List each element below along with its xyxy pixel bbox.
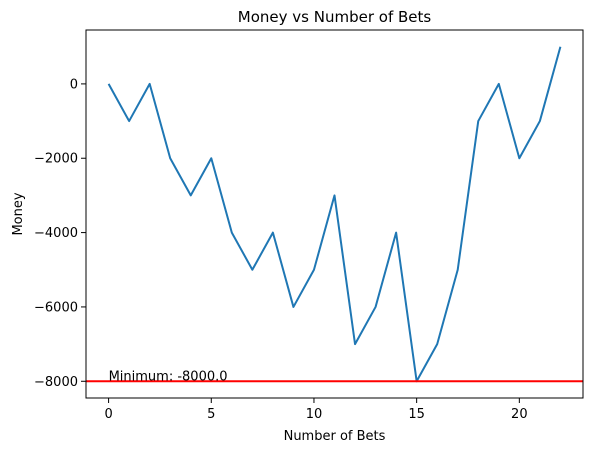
x-tick-label: 10 [306,407,323,422]
y-tick-label: 0 [70,77,78,92]
x-axis-label: Number of Bets [284,429,386,444]
series-line [107,46,562,383]
x-tick-label: 20 [511,407,528,422]
plot-frame [85,29,584,399]
y-tick-label: −8000 [34,375,78,390]
minimum-annotation: Minimum: -8000.0 [109,369,228,384]
chart-title: Money vs Number of Bets [238,8,432,26]
x-tick-label: 5 [207,407,215,422]
x-tick-label: 15 [408,407,425,422]
x-tick-label: 0 [104,407,112,422]
plot-area: Minimum: -8000.0 0 5 10 15 20 −8000 −6000 −4000 −… [34,29,584,422]
y-axis-label: Money [11,192,26,235]
y-tick-label: −6000 [34,300,78,315]
y-tick-label: −2000 [34,152,78,167]
y-tick-label: −4000 [34,226,78,241]
